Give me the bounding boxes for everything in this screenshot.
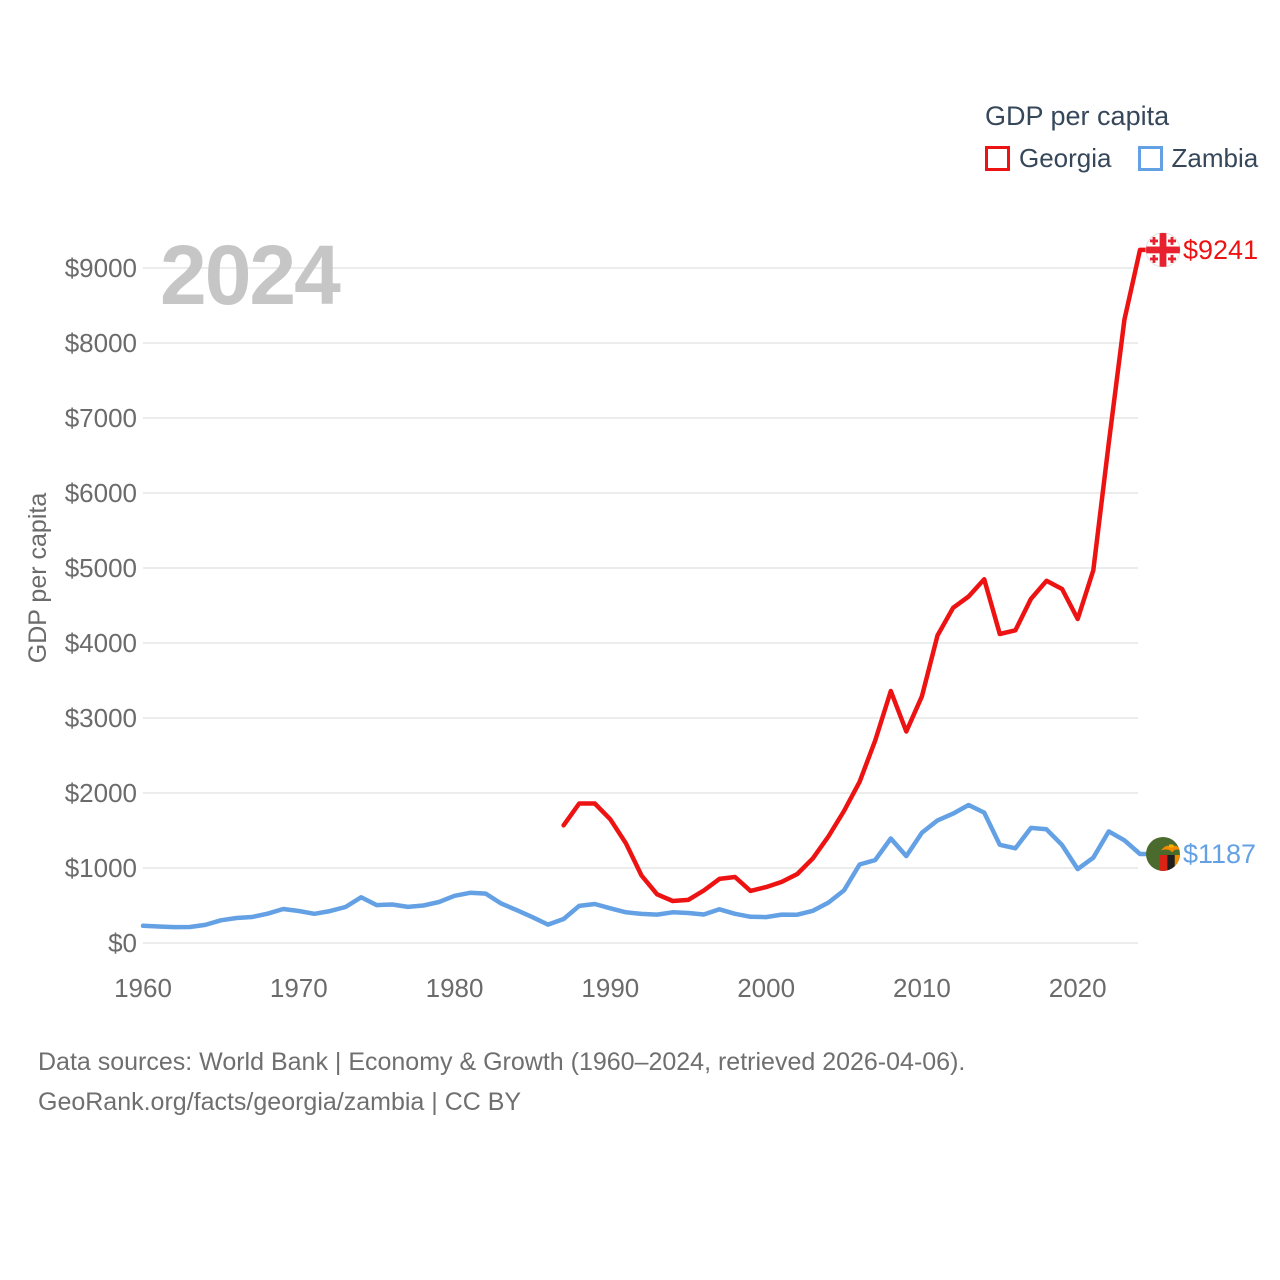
legend-title: GDP per capita [985,101,1170,131]
chart-watermark-year: 2024 [160,228,341,322]
y-tick-label: $7000 [65,403,137,433]
y-tick-label: $8000 [65,328,137,358]
y-axis-title: GDP per capita [24,493,52,664]
x-tick-label: 1990 [581,973,639,1003]
x-tick-label: 1980 [426,973,484,1003]
y-tick-label: $9000 [65,253,137,283]
georgia-line [561,247,1151,904]
georgia-flag-icon [1145,232,1181,268]
x-tick-label: 2000 [737,973,795,1003]
zambia-line [140,802,1151,930]
y-axis-tick-labels: $0 $1000 $2000 $3000 $4000 $5000 $6000 $7000 $80… [65,253,137,958]
legend-label-zambia: Zambia [1171,143,1259,173]
y-tick-label: $5000 [65,553,137,583]
y-tick-label: $4000 [65,628,137,658]
y-tick-label: $2000 [65,778,137,808]
x-tick-label: 2010 [893,973,951,1003]
x-axis-tick-labels: 1960 1970 1980 1990 2000 2010 2020 [114,973,1107,1003]
source-line: Data sources: World Bank | Economy & Gro… [38,1048,966,1076]
y-tick-label: $3000 [65,703,137,733]
legend-row: Georgia Zambia [985,143,1258,174]
chart-legend: GDP per capita Georgia Zambia [985,100,1258,174]
georgia-end-value-label: $9241 [1183,235,1258,265]
legend-item-georgia[interactable]: Georgia [985,143,1112,174]
y-tick-label: $6000 [65,478,137,508]
zambia-end-value-label: $1187 [1183,839,1256,869]
legend-item-zambia[interactable]: Zambia [1137,143,1259,174]
gridlines [143,267,1138,944]
y-tick-label: $1000 [65,853,137,883]
x-tick-label: 1960 [114,973,172,1003]
zambia-flag-icon [1146,836,1180,871]
georgia-swatch-icon [985,146,1010,171]
x-tick-label: 1970 [270,973,328,1003]
legend-label-georgia: Georgia [1019,143,1112,173]
license-line: GeoRank.org/facts/georgia/zambia | CC BY [38,1088,522,1116]
x-tick-label: 2020 [1049,973,1107,1003]
y-tick-label: $0 [108,928,137,958]
data-source-attribution: Data sources: World Bank | Economy & Gro… [38,1042,965,1122]
zambia-swatch-icon [1137,146,1163,171]
